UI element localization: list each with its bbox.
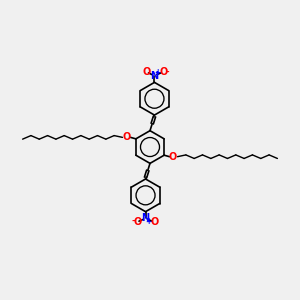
- Text: O: O: [133, 217, 141, 227]
- Text: O: O: [123, 132, 131, 142]
- Text: N: N: [142, 213, 150, 223]
- Text: N: N: [150, 71, 158, 81]
- Text: O: O: [159, 67, 167, 77]
- Text: O: O: [150, 217, 159, 227]
- Text: -: -: [131, 217, 135, 226]
- Text: +: +: [146, 217, 152, 226]
- Text: +: +: [154, 68, 161, 77]
- Text: O: O: [142, 67, 150, 77]
- Text: -: -: [165, 68, 169, 77]
- Text: O: O: [169, 152, 177, 162]
